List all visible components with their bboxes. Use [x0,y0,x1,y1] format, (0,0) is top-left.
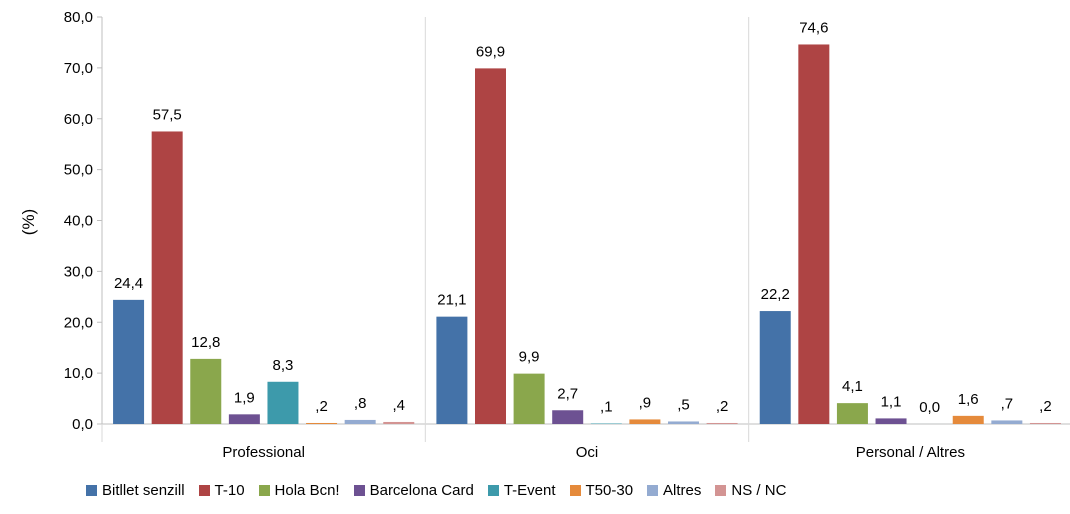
legend-label: Barcelona Card [369,482,474,499]
legend-label: Altres [663,482,702,499]
data-label: ,8 [354,395,367,412]
data-label: 69,9 [476,43,505,60]
data-label: 1,1 [881,393,902,410]
bar [952,415,984,424]
y-tick-label: 80,0 [64,9,93,26]
legend-label: T50-30 [585,482,634,499]
bar [475,68,506,424]
data-label: ,7 [1001,395,1014,412]
y-axis-title: (%) [19,209,38,235]
data-label: ,9 [639,394,652,411]
y-tick-label: 60,0 [64,111,93,128]
bar [836,403,868,424]
bar [306,422,338,424]
data-label: 21,1 [437,292,466,309]
data-label: ,2 [315,398,328,415]
legend: Bitllet senzill T-10 Hola Bcn! Barcelona Ca… [86,482,786,499]
data-label: ,2 [716,398,729,415]
legend-swatch [647,485,659,496]
data-label: 8,3 [273,357,294,374]
bar [1029,422,1061,424]
bar [875,418,907,424]
y-tick-label: 40,0 [64,213,93,230]
data-label: 0,0 [919,399,940,416]
legend-swatch [487,485,499,496]
bar [190,358,222,424]
legend-item: Bitllet senzill [86,482,185,499]
bar [629,419,661,424]
data-label: 12,8 [191,334,220,351]
bar [759,311,791,424]
bar [590,423,622,424]
data-label: ,4 [393,397,406,414]
legend-item: T-10 [198,482,245,499]
bar [151,131,183,424]
legend-swatch [569,485,581,496]
data-label: 57,5 [153,106,182,123]
bar [344,419,376,424]
data-label: 4,1 [842,378,863,395]
y-tick-label: 10,0 [64,365,93,382]
legend-item: T-Event [487,482,556,499]
legend-swatch [715,485,727,496]
bar [267,381,299,424]
data-label: ,1 [600,398,613,415]
data-label: 2,7 [557,385,578,402]
y-tick-label: 0,0 [72,416,93,433]
category-label: Oci [576,444,599,461]
data-label: 9,9 [519,349,540,366]
legend-item: Barcelona Card [353,482,474,499]
legend-item: T50-30 [569,482,634,499]
data-label: 1,6 [958,391,979,408]
bar [552,410,584,424]
bar [513,373,545,424]
bar [668,421,699,424]
bar [228,414,260,424]
category-label: Personal / Altres [856,444,965,461]
legend-label: NS / NC [731,482,787,499]
bar [113,299,145,424]
legend-label: Bitllet senzill [102,482,185,499]
legend-label: Hola Bcn! [274,482,340,499]
legend-label: T-Event [503,482,556,499]
data-label: 74,6 [799,19,828,36]
y-tick-label: 70,0 [64,60,93,77]
category-label: Professional [222,444,305,461]
legend-item: Altres [647,482,701,499]
bar [383,421,415,424]
legend-item: NS / NC [715,482,786,499]
data-label: 1,9 [234,389,255,406]
bar [798,44,830,424]
data-label: 24,4 [114,275,143,292]
legend-item: Hola Bcn! [258,482,340,499]
data-label: 22,2 [761,286,790,303]
y-tick-label: 50,0 [64,162,93,179]
data-label: ,5 [677,396,690,413]
y-tick-label: 30,0 [64,263,93,280]
bar [991,420,1023,424]
y-tick-label: 20,0 [64,314,93,331]
legend-swatch [198,485,210,496]
plot-area: 0,0 10,0 20,0 30,0 40,0 50,0 60,0 70,0 80,0 24,4 5… [64,9,1070,461]
bar-chart: (%) 0,0 10,0 20,0 30,0 40,0 50,0 60,0 70,0 80,0 2… [19,9,1070,461]
legend-swatch [86,485,97,496]
legend-swatch [258,485,270,496]
data-label: ,2 [1039,398,1052,415]
bar [436,316,468,424]
legend-label: T-10 [214,482,245,499]
legend-swatch [353,485,365,496]
bar [706,422,738,424]
